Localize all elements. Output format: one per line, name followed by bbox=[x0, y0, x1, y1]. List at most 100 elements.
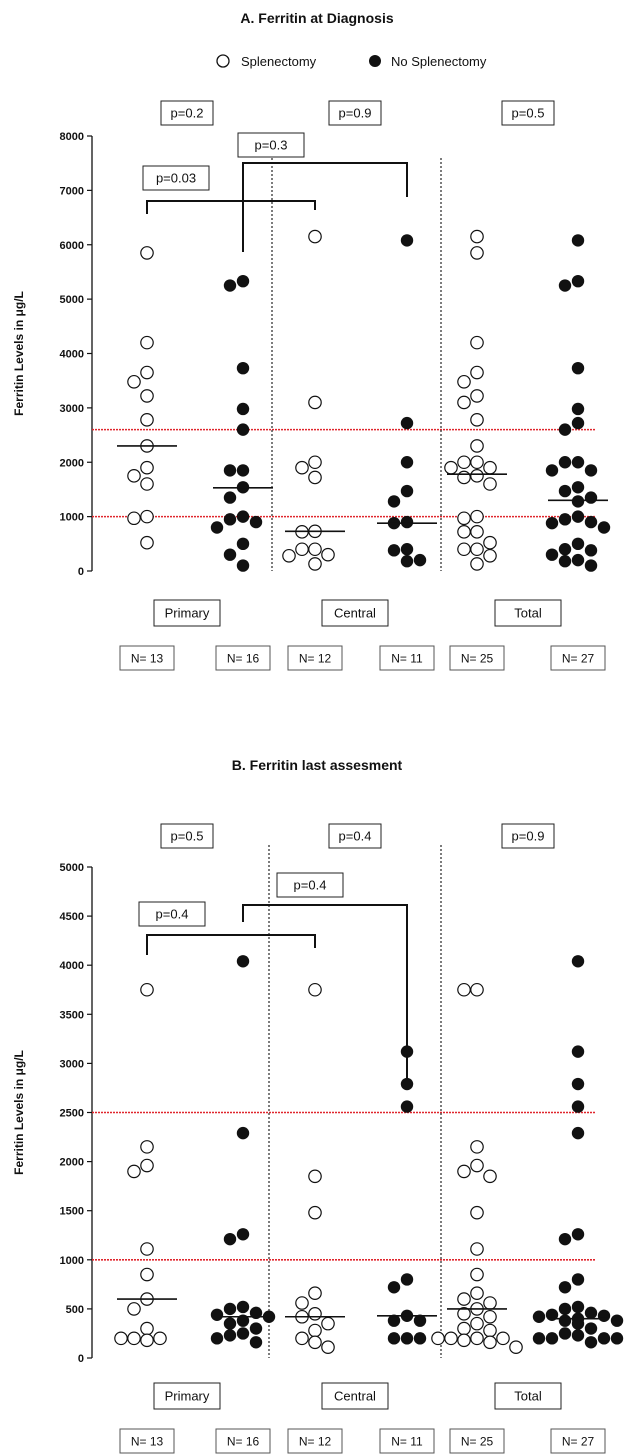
sample-size-label-box bbox=[215, 645, 271, 671]
chart-b-cross-p-value: p=0.4 bbox=[276, 872, 344, 898]
data-point-filled bbox=[610, 1332, 624, 1345]
chart-a-group-p-value-label: p=0.2 bbox=[171, 106, 204, 121]
data-point-filled bbox=[571, 955, 585, 968]
data-point-open bbox=[140, 1140, 154, 1154]
data-point-open bbox=[470, 413, 484, 427]
data-point-open bbox=[470, 389, 484, 403]
chart-b-y-tick-label: 2500 bbox=[60, 1108, 84, 1120]
data-point-open bbox=[140, 477, 154, 491]
data-point-filled bbox=[400, 555, 414, 568]
chart-a-title: A. Ferritin at Diagnosis bbox=[240, 10, 393, 26]
data-point-open bbox=[114, 1331, 128, 1346]
chart-a-comparison-bracket bbox=[146, 200, 316, 214]
chart-a-group-label-total: Total bbox=[494, 599, 562, 627]
data-point-open bbox=[308, 229, 322, 244]
data-point-open bbox=[140, 982, 154, 997]
chart-a-cross-p-value-box bbox=[237, 132, 305, 158]
chart-b-group-p-value-box bbox=[501, 823, 555, 849]
data-point-open bbox=[127, 1331, 141, 1346]
data-point-filled bbox=[223, 464, 237, 477]
data-point-filled bbox=[571, 510, 585, 523]
data-point-filled bbox=[558, 279, 572, 292]
data-point-filled bbox=[597, 521, 611, 534]
data-point-open bbox=[483, 1309, 497, 1324]
data-point-open bbox=[321, 1316, 335, 1331]
chart-a-cross-p-value: p=0.3 bbox=[237, 132, 305, 158]
data-point-open bbox=[470, 455, 484, 470]
chart-b-y-tick-label: 1000 bbox=[60, 1255, 84, 1267]
sample-size-label: N= 11 bbox=[379, 1428, 435, 1454]
data-point-open bbox=[295, 1296, 309, 1310]
chart-b-y-tick-label: 500 bbox=[66, 1304, 84, 1316]
data-point-filled bbox=[558, 1314, 572, 1327]
data-point-filled bbox=[571, 553, 585, 567]
data-point-filled bbox=[545, 548, 559, 561]
data-point-filled bbox=[584, 515, 598, 529]
data-point-open bbox=[470, 982, 484, 997]
data-point-open bbox=[470, 335, 484, 350]
data-point-filled bbox=[236, 402, 250, 416]
data-point-filled bbox=[236, 1126, 250, 1140]
data-point-filled bbox=[571, 361, 585, 375]
data-point-filled bbox=[571, 416, 585, 430]
sample-size-label: N= 27 bbox=[550, 1428, 606, 1454]
data-point-filled bbox=[210, 1332, 224, 1345]
data-point-open bbox=[457, 525, 471, 539]
data-point-open bbox=[457, 1333, 471, 1348]
data-point-open bbox=[127, 374, 141, 389]
sample-size-label: N= 11 bbox=[379, 645, 435, 671]
data-point-open bbox=[140, 1321, 154, 1336]
data-point-open bbox=[140, 1267, 154, 1282]
data-point-filled bbox=[223, 491, 237, 504]
chart-b: B. Ferritin last assesment 0 500 1000 1500 20… bbox=[12, 757, 624, 1454]
chart-b-series-total-splenectomy: N= 25 bbox=[431, 982, 523, 1454]
sample-size-label: N= 25 bbox=[449, 645, 505, 671]
data-point-filled bbox=[532, 1332, 546, 1345]
data-point-open bbox=[140, 1333, 154, 1348]
data-point-filled bbox=[584, 559, 598, 572]
chart-a-y-tick-label: 5000 bbox=[60, 294, 84, 306]
data-point-filled bbox=[571, 1317, 585, 1330]
chart-b-y-tick-label: 3000 bbox=[60, 1058, 84, 1070]
data-point-open bbox=[308, 455, 322, 470]
chart-a-group-label-central: Central bbox=[321, 599, 389, 627]
chart-b-cross-p-value-box bbox=[138, 901, 206, 927]
chart-b-cross-p-value-label: p=0.4 bbox=[156, 907, 189, 922]
chart-b-series-central-splenectomy: N= 12 bbox=[285, 982, 345, 1454]
chart-b-group-label-central: Central bbox=[321, 1382, 389, 1410]
chart-a-y-tick-label: 8000 bbox=[60, 131, 84, 143]
data-point-filled bbox=[571, 1045, 585, 1058]
data-point-open bbox=[308, 1307, 322, 1321]
chart-a-cross-p-value-box bbox=[142, 165, 210, 191]
data-point-filled bbox=[413, 553, 427, 567]
data-point-filled bbox=[400, 1077, 414, 1091]
data-point-filled bbox=[387, 1332, 401, 1345]
data-point-open bbox=[140, 535, 154, 550]
data-point-open bbox=[457, 395, 471, 410]
sample-size-label: N= 13 bbox=[119, 645, 175, 671]
data-point-filled bbox=[236, 361, 250, 375]
data-point-open bbox=[457, 511, 471, 526]
data-point-open bbox=[127, 1302, 141, 1316]
chart-a-cross-p-value-label: p=0.03 bbox=[156, 171, 196, 186]
data-point-filled bbox=[400, 1100, 414, 1113]
data-point-filled bbox=[236, 1327, 250, 1340]
legend-splenectomy-marker bbox=[216, 54, 230, 68]
data-point-open bbox=[470, 1267, 484, 1282]
chart-a-y-tick-label: 2000 bbox=[60, 457, 84, 469]
data-point-filled bbox=[236, 510, 250, 523]
data-point-filled bbox=[413, 1314, 427, 1327]
data-point-filled bbox=[584, 544, 598, 557]
chart-a-group-p-value: p=0.2 bbox=[160, 100, 214, 126]
data-point-filled bbox=[558, 1232, 572, 1246]
data-point-filled bbox=[249, 1306, 263, 1320]
chart-a-cross-p-value: p=0.03 bbox=[142, 165, 210, 191]
chart-a-group-label-total-label: Total bbox=[514, 606, 542, 621]
chart-b-y-tick-label: 0 bbox=[78, 1353, 84, 1365]
chart-a-y-axis-label: Ferritin Levels in μg/L bbox=[12, 291, 26, 416]
data-point-filled bbox=[558, 1302, 572, 1316]
data-point-open bbox=[308, 1323, 322, 1338]
sample-size-label-box bbox=[449, 1428, 505, 1454]
data-point-filled bbox=[400, 416, 414, 430]
chart-a-group-p-value-label: p=0.9 bbox=[339, 106, 372, 121]
